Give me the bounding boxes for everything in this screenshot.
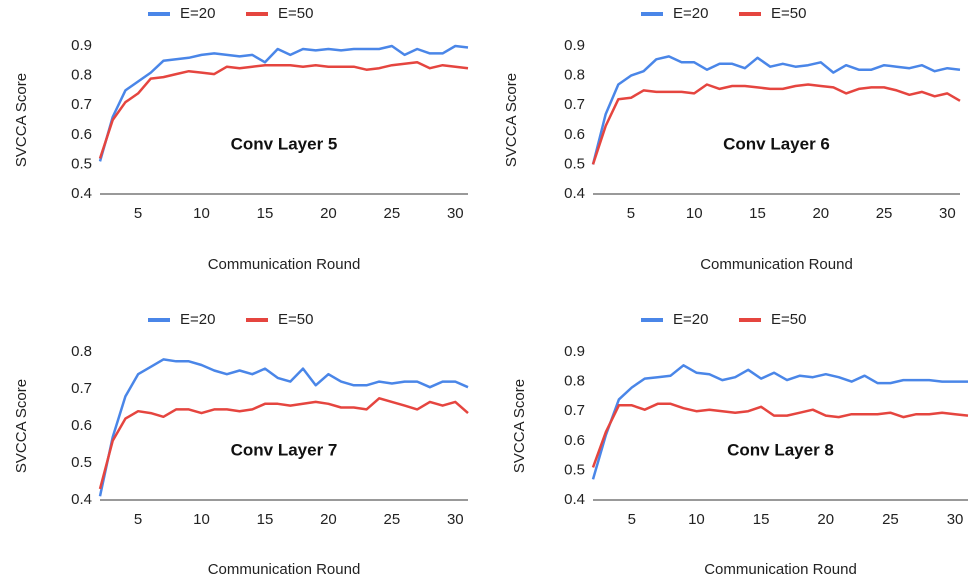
x-tick-label: 15 [749,205,766,222]
chart-title: Conv Layer 7 [231,440,338,459]
x-tick-label: 15 [257,511,274,528]
x-tick-label: 30 [939,205,956,222]
x-axis-label: Communication Round [700,256,853,273]
y-tick-label: 0.8 [71,343,92,360]
legend-label: E=20 [180,5,215,22]
x-tick-label: 10 [688,511,705,528]
y-axis-label: SVCCA Score [13,379,30,473]
y-tick-label: 0.7 [71,380,92,397]
chart-title: Conv Layer 5 [231,134,338,153]
y-tick-label: 0.6 [564,432,585,449]
chart-panel: 0.4 0.5 0.6 0.7 0.8 5 10 15 20 25 30 Conv Layer 7 Co… [13,311,469,578]
y-tick-label: 0.9 [564,343,585,360]
series-line [591,364,968,480]
y-tick-label: 0.4 [71,185,92,202]
chart-panel: 0.4 0.5 0.6 0.7 0.8 0.9 5 10 15 20 25 30 Conv Layer … [13,5,469,273]
x-tick-label: 5 [134,511,142,528]
x-tick-label: 20 [320,511,337,528]
chart-title: Conv Layer 8 [727,440,834,459]
legend-label: E=50 [771,5,806,22]
x-tick-label: 5 [627,205,635,222]
legend-label: E=20 [180,311,215,328]
y-axis-label: SVCCA Score [503,73,520,167]
y-tick-label: 0.4 [71,491,92,508]
y-tick-label: 0.9 [564,37,585,54]
x-tick-label: 25 [384,511,401,528]
x-tick-label: 30 [947,511,964,528]
y-tick-label: 0.5 [564,155,585,172]
y-tick-label: 0.4 [564,185,585,202]
y-tick-label: 0.6 [564,126,585,143]
legend-label: E=50 [771,311,806,328]
legend-label: E=20 [673,5,708,22]
x-axis-label: Communication Round [208,561,361,578]
y-tick-label: 0.8 [564,67,585,84]
y-tick-label: 0.5 [71,155,92,172]
y-tick-label: 0.5 [564,461,585,478]
series-line [98,358,469,497]
x-tick-label: 10 [686,205,703,222]
y-tick-label: 0.5 [71,454,92,471]
x-tick-label: 20 [817,511,834,528]
x-tick-label: 25 [882,511,899,528]
legend-label: E=50 [278,5,313,22]
y-tick-label: 0.7 [71,96,92,113]
x-tick-label: 10 [193,511,210,528]
x-tick-label: 20 [812,205,829,222]
legend-label: E=20 [673,311,708,328]
x-tick-label: 30 [447,205,464,222]
x-tick-label: 30 [447,511,464,528]
y-tick-label: 0.9 [71,37,92,54]
x-tick-label: 10 [193,205,210,222]
series-line [98,61,469,159]
x-tick-label: 25 [876,205,893,222]
y-tick-label: 0.7 [564,402,585,419]
x-tick-label: 25 [384,205,401,222]
series-line [98,397,469,490]
y-axis-label: SVCCA Score [13,73,30,167]
x-tick-label: 5 [628,511,636,528]
x-tick-label: 15 [257,205,274,222]
y-tick-label: 0.6 [71,417,92,434]
chart-panel: 0.4 0.5 0.6 0.7 0.8 0.9 5 10 15 20 25 30 Conv Layer … [511,311,969,578]
series-line [591,55,961,165]
y-tick-label: 0.8 [71,67,92,84]
y-axis-label: SVCCA Score [511,379,528,473]
x-tick-label: 15 [753,511,770,528]
x-tick-label: 20 [320,205,337,222]
y-tick-label: 0.6 [71,126,92,143]
chart-title: Conv Layer 6 [723,134,830,153]
x-axis-label: Communication Round [704,561,857,578]
series-line [591,83,961,165]
x-axis-label: Communication Round [208,256,361,273]
legend-label: E=50 [278,311,313,328]
y-tick-label: 0.4 [564,491,585,508]
chart-panel: 0.4 0.5 0.6 0.7 0.8 0.9 5 10 15 20 25 30 Conv Layer … [503,5,961,273]
series-line [98,44,469,162]
x-tick-label: 5 [134,205,142,222]
series-line [591,402,969,468]
y-tick-label: 0.7 [564,96,585,113]
y-tick-label: 0.8 [564,373,585,390]
